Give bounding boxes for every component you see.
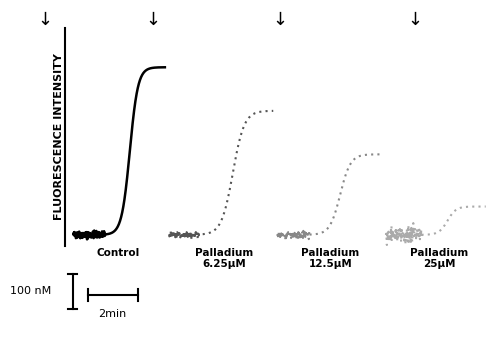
Text: ↓: ↓ <box>408 11 422 28</box>
Y-axis label: FLUORESCENCE INTENSITY: FLUORESCENCE INTENSITY <box>54 53 64 220</box>
Text: 100 nM: 100 nM <box>10 286 51 296</box>
Text: Control: Control <box>96 248 140 258</box>
Text: ↓: ↓ <box>272 11 287 28</box>
Text: Palladium
6.25μM: Palladium 6.25μM <box>195 248 254 270</box>
Text: ↓: ↓ <box>38 11 52 28</box>
Text: Palladium
25μM: Palladium 25μM <box>410 248 468 270</box>
Text: ↓: ↓ <box>145 11 160 28</box>
Text: Palladium
12.5μM: Palladium 12.5μM <box>302 248 360 270</box>
Text: 2min: 2min <box>98 309 126 319</box>
